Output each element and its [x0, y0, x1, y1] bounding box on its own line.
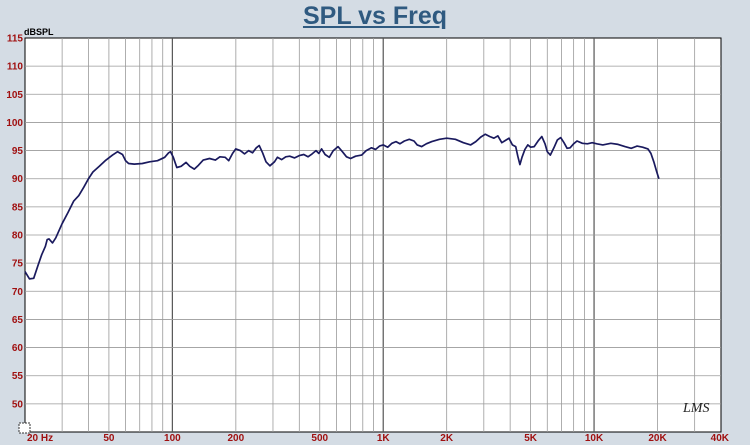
y-tick-label: 80: [12, 231, 24, 242]
y-tick-label: 85: [12, 202, 24, 213]
y-tick-label: 110: [7, 62, 24, 73]
corner-icon: [18, 422, 31, 434]
x-tick-label: 1K: [377, 433, 391, 444]
x-tick-label: 20 Hz: [27, 433, 53, 444]
y-tick-label: 95: [12, 146, 24, 157]
grid: [25, 38, 721, 432]
y-tick-label: 70: [12, 287, 24, 298]
y-tick-label: 55: [12, 371, 24, 382]
y-tick-labels: 115 110 105 100 95 90 85 80 75 70 65 60 55 50: [6, 34, 23, 411]
chart-title: SPL vs Freq: [302, 2, 448, 30]
x-tick-label: 50: [103, 433, 115, 444]
x-tick-label: 2K: [440, 433, 454, 444]
x-tick-label: 100: [164, 433, 181, 444]
y-tick-label: 75: [12, 259, 24, 270]
y-tick-label: 60: [12, 343, 24, 354]
x-tick-label: 5K: [524, 433, 538, 444]
y-tick-label: 115: [7, 34, 24, 45]
x-tick-label: 20K: [648, 433, 667, 444]
y-axis-label: dBSPL: [24, 27, 54, 37]
x-tick-label: 40K: [711, 433, 730, 444]
y-tick-label: 105: [6, 90, 23, 101]
y-tick-label: 65: [12, 315, 24, 326]
x-tick-label: 200: [227, 433, 244, 444]
y-tick-label: 100: [6, 118, 23, 129]
x-tick-labels: 20 Hz 50 100 200 500 1K 2K 5K 10K 20K 40K: [27, 433, 730, 444]
y-tick-label: 50: [12, 399, 24, 410]
x-tick-label: 10K: [585, 433, 604, 444]
axis-labels: dBSPL: [24, 27, 54, 37]
x-tick-label: 500: [311, 433, 328, 444]
y-tick-label: 90: [12, 174, 24, 185]
lms-watermark: LMS: [683, 401, 710, 416]
spl-series-line: [24, 133, 660, 280]
